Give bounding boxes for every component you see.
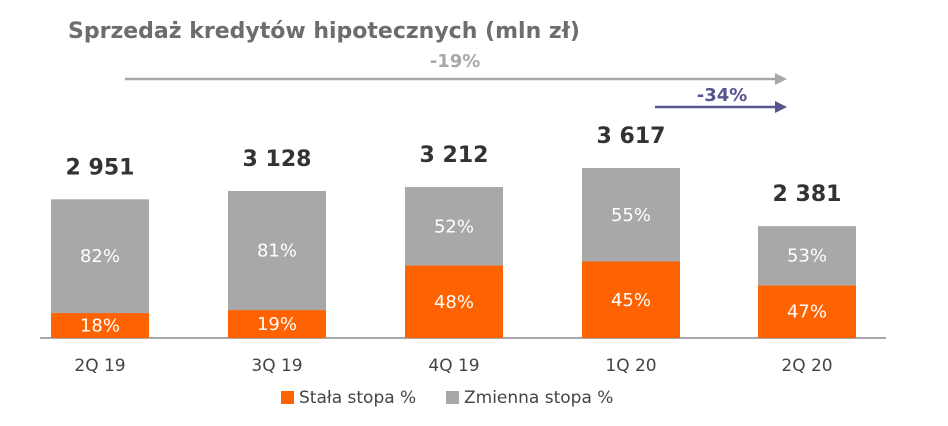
total-label: 3 617 [597, 124, 666, 149]
bar-segment [51, 313, 149, 338]
segment-label: 55% [611, 205, 651, 226]
bar-segment [758, 226, 856, 286]
segment-label: 45% [611, 290, 651, 311]
legend-swatch [446, 391, 459, 404]
total-label: 3 128 [243, 147, 312, 172]
total-label: 2 381 [773, 182, 842, 207]
x-tick-label: 3Q 19 [251, 356, 302, 376]
x-tick-label: 1Q 20 [605, 356, 656, 376]
legend-label: Zmienna stopa % [464, 388, 613, 408]
segment-label: 53% [787, 246, 827, 267]
bar-segment [51, 199, 149, 314]
segment-label: 81% [257, 241, 297, 262]
arrow-head [775, 101, 787, 113]
x-tick-label: 2Q 20 [781, 356, 832, 376]
bar-segment [582, 261, 680, 338]
segment-label: 19% [257, 314, 297, 335]
x-tick-label: 4Q 19 [428, 356, 479, 376]
chart-title: Sprzedaż kredytów hipotecznych (mln zł) [68, 19, 580, 44]
bar-segment [228, 310, 326, 338]
bar-segment [405, 187, 503, 266]
total-label: 3 212 [420, 143, 489, 168]
arrow-head [775, 73, 787, 85]
legend-label: Stała stopa % [299, 388, 416, 408]
segment-label: 48% [434, 292, 474, 313]
segment-label: 18% [80, 316, 120, 337]
bar-segment [582, 168, 680, 262]
segment-label: 82% [80, 246, 120, 267]
bar-segment [405, 265, 503, 338]
bar-segment [228, 190, 326, 311]
x-tick-label: 2Q 19 [74, 356, 125, 376]
legend-swatch [281, 391, 294, 404]
segment-label: 52% [434, 216, 474, 237]
total-label: 2 951 [66, 155, 135, 180]
bar-segment [758, 285, 856, 338]
annotation: -34% [697, 85, 748, 106]
segment-label: 47% [787, 302, 827, 323]
annotation: -19% [430, 51, 481, 72]
